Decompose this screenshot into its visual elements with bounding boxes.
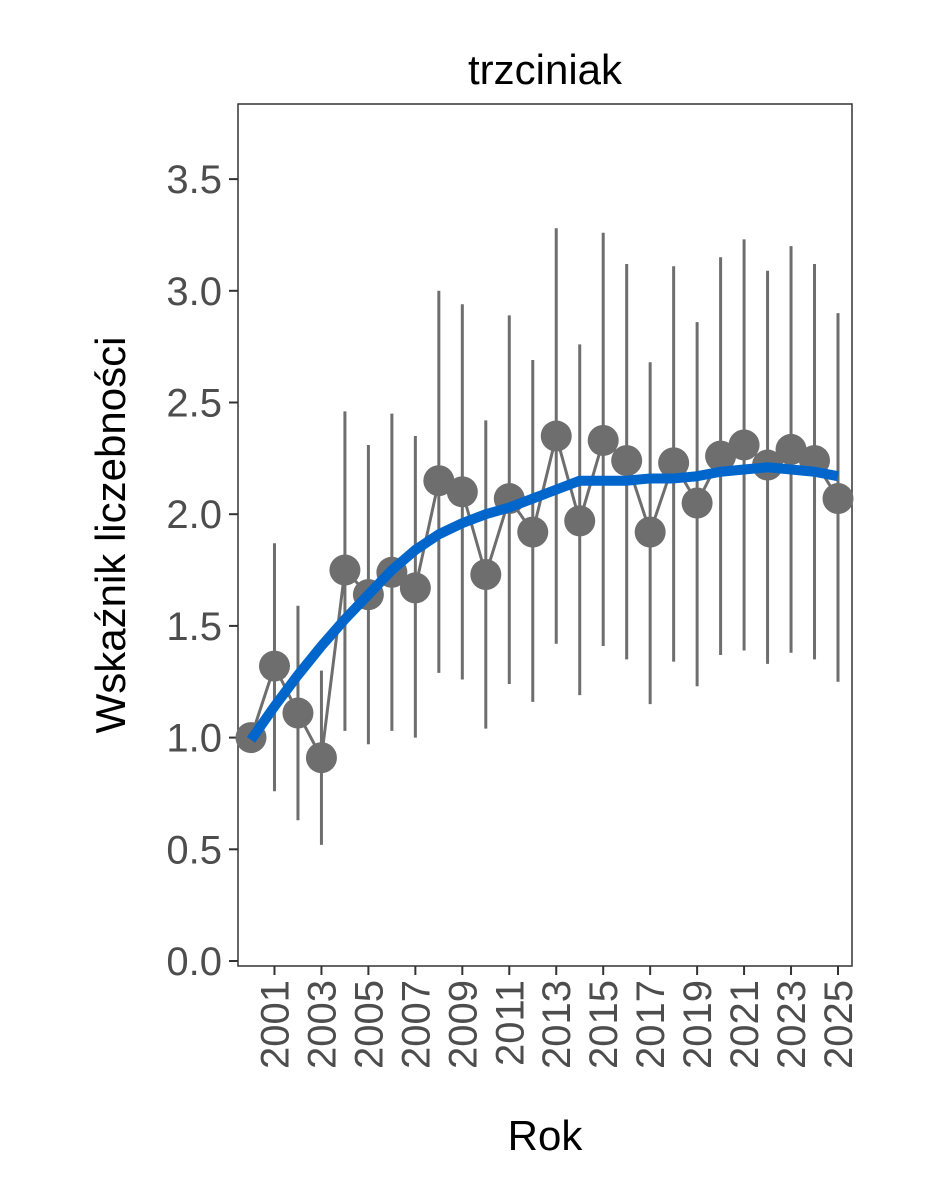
data-point [517,516,549,548]
x-tick-label: 2001 [253,980,297,1069]
y-tick-label: 2.5 [166,382,222,426]
data-point [822,483,854,515]
y-tick-label: 3.0 [166,270,222,314]
trend-line [246,462,839,743]
data-point [705,440,737,472]
data-point [611,445,643,477]
y-tick-label: 2.0 [166,493,222,537]
data-point [470,559,502,591]
x-tick-label: 2007 [394,980,438,1069]
data-point [775,433,807,465]
x-tick-label: 2023 [770,980,814,1069]
x-tick-label: 2025 [817,980,861,1069]
y-axis-label: Wskaźnik liczebności [87,337,134,734]
data-point [634,516,666,548]
index-points [235,420,854,774]
data-point [305,742,337,774]
data-point [728,429,760,461]
data-point [329,554,361,586]
x-tick-label: 2015 [582,980,626,1069]
y-tick-label: 3.5 [166,158,222,202]
y-tick-label: 0.5 [166,828,222,872]
data-point [446,476,478,508]
chart-title: trzciniak [468,46,623,93]
x-tick-label: 2005 [347,980,391,1069]
x-tick-label: 2009 [441,980,485,1069]
y-tick-label: 0.0 [166,940,222,984]
data-point [399,572,431,604]
y-tick-label: 1.0 [166,717,222,761]
x-tick-label: 2003 [300,980,344,1069]
trend-polyline [246,462,839,743]
data-point [258,650,290,682]
data-point [423,465,455,497]
x-axis: 2001 2003 2005 2007 2009 2011 2013 2015 2017 2019… [253,966,861,1069]
data-point [587,424,619,456]
data-point [658,447,690,479]
data-point [282,697,314,729]
x-tick-label: 2013 [535,980,579,1069]
x-tick-label: 2021 [723,980,767,1069]
data-point [564,505,596,537]
x-axis-label: Rok [508,1112,584,1159]
x-tick-label: 2011 [488,980,532,1066]
y-tick-label: 1.5 [166,605,222,649]
y-axis: 0.0 0.5 1.0 1.5 2.0 2.5 3.0 3.5 [166,158,238,984]
x-tick-label: 2019 [676,980,720,1069]
x-tick-label: 2017 [629,980,673,1069]
data-point [540,420,572,452]
data-point [681,487,713,519]
